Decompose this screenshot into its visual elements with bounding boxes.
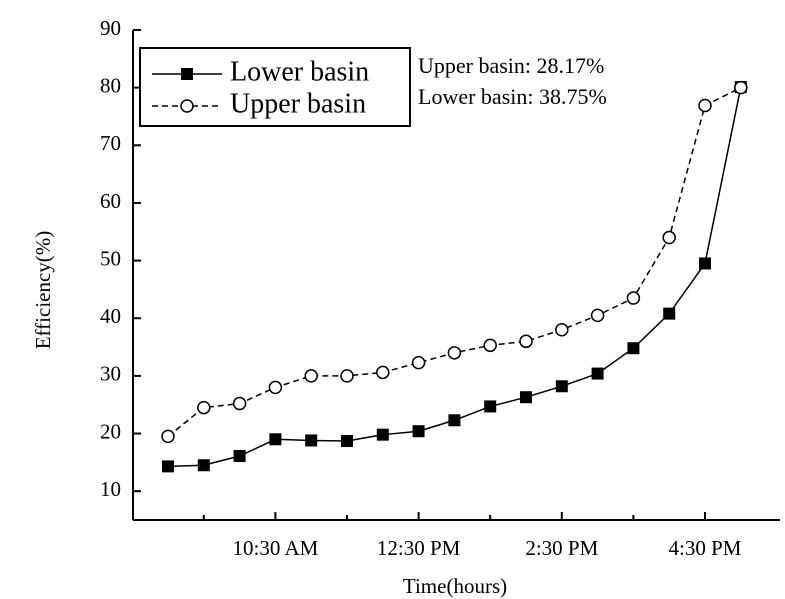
y-tick-label: 40 <box>100 304 121 328</box>
legend-marker <box>181 68 193 80</box>
marker <box>734 80 748 95</box>
annotation: Lower basin: 38.75% <box>418 84 607 109</box>
series-line <box>167 86 742 468</box>
series-line <box>167 86 742 437</box>
marker <box>447 346 462 360</box>
y-tick-label: 80 <box>100 73 121 97</box>
x-tick-label: 2:30 PM <box>525 536 598 560</box>
legend-label: Upper basin <box>230 88 366 119</box>
legend-label: Lower basin <box>230 56 369 87</box>
y-tick-label: 30 <box>100 362 121 386</box>
marker <box>376 428 389 441</box>
marker <box>304 369 318 383</box>
marker <box>340 369 354 383</box>
marker <box>663 307 676 320</box>
marker <box>484 400 497 413</box>
marker <box>626 291 641 305</box>
y-tick-label: 90 <box>100 16 121 40</box>
annotation: Upper basin: 28.17% <box>418 53 604 78</box>
marker <box>699 257 711 270</box>
marker <box>662 230 676 245</box>
marker <box>698 98 712 113</box>
marker <box>341 435 353 448</box>
marker <box>555 380 568 393</box>
marker <box>161 429 175 444</box>
legend-marker <box>180 99 194 113</box>
y-tick-label: 10 <box>100 477 121 501</box>
y-tick-label: 70 <box>100 131 121 155</box>
x-tick-label: 10:30 AM <box>233 536 319 560</box>
marker <box>268 380 283 395</box>
marker <box>232 396 247 411</box>
marker <box>519 334 533 349</box>
marker <box>483 338 497 353</box>
y-tick-label: 20 <box>100 419 121 443</box>
marker <box>162 460 174 473</box>
marker <box>627 342 640 355</box>
marker <box>233 450 246 463</box>
marker <box>305 434 318 447</box>
x-axis-label: Time(hours) <box>403 574 507 598</box>
marker <box>448 414 461 427</box>
y-tick-label: 50 <box>100 246 121 270</box>
marker <box>197 459 210 472</box>
marker <box>269 433 282 446</box>
marker <box>197 400 211 415</box>
marker <box>591 367 604 380</box>
y-tick-label: 60 <box>100 189 121 213</box>
marker <box>412 425 425 438</box>
marker <box>520 391 532 404</box>
marker <box>376 365 390 380</box>
x-tick-label: 12:30 PM <box>377 536 461 560</box>
marker <box>411 355 426 370</box>
marker <box>555 323 569 337</box>
marker <box>590 308 605 323</box>
x-tick-label: 4:30 PM <box>669 536 742 560</box>
y-axis-label: Efficiency(%) <box>31 231 55 350</box>
